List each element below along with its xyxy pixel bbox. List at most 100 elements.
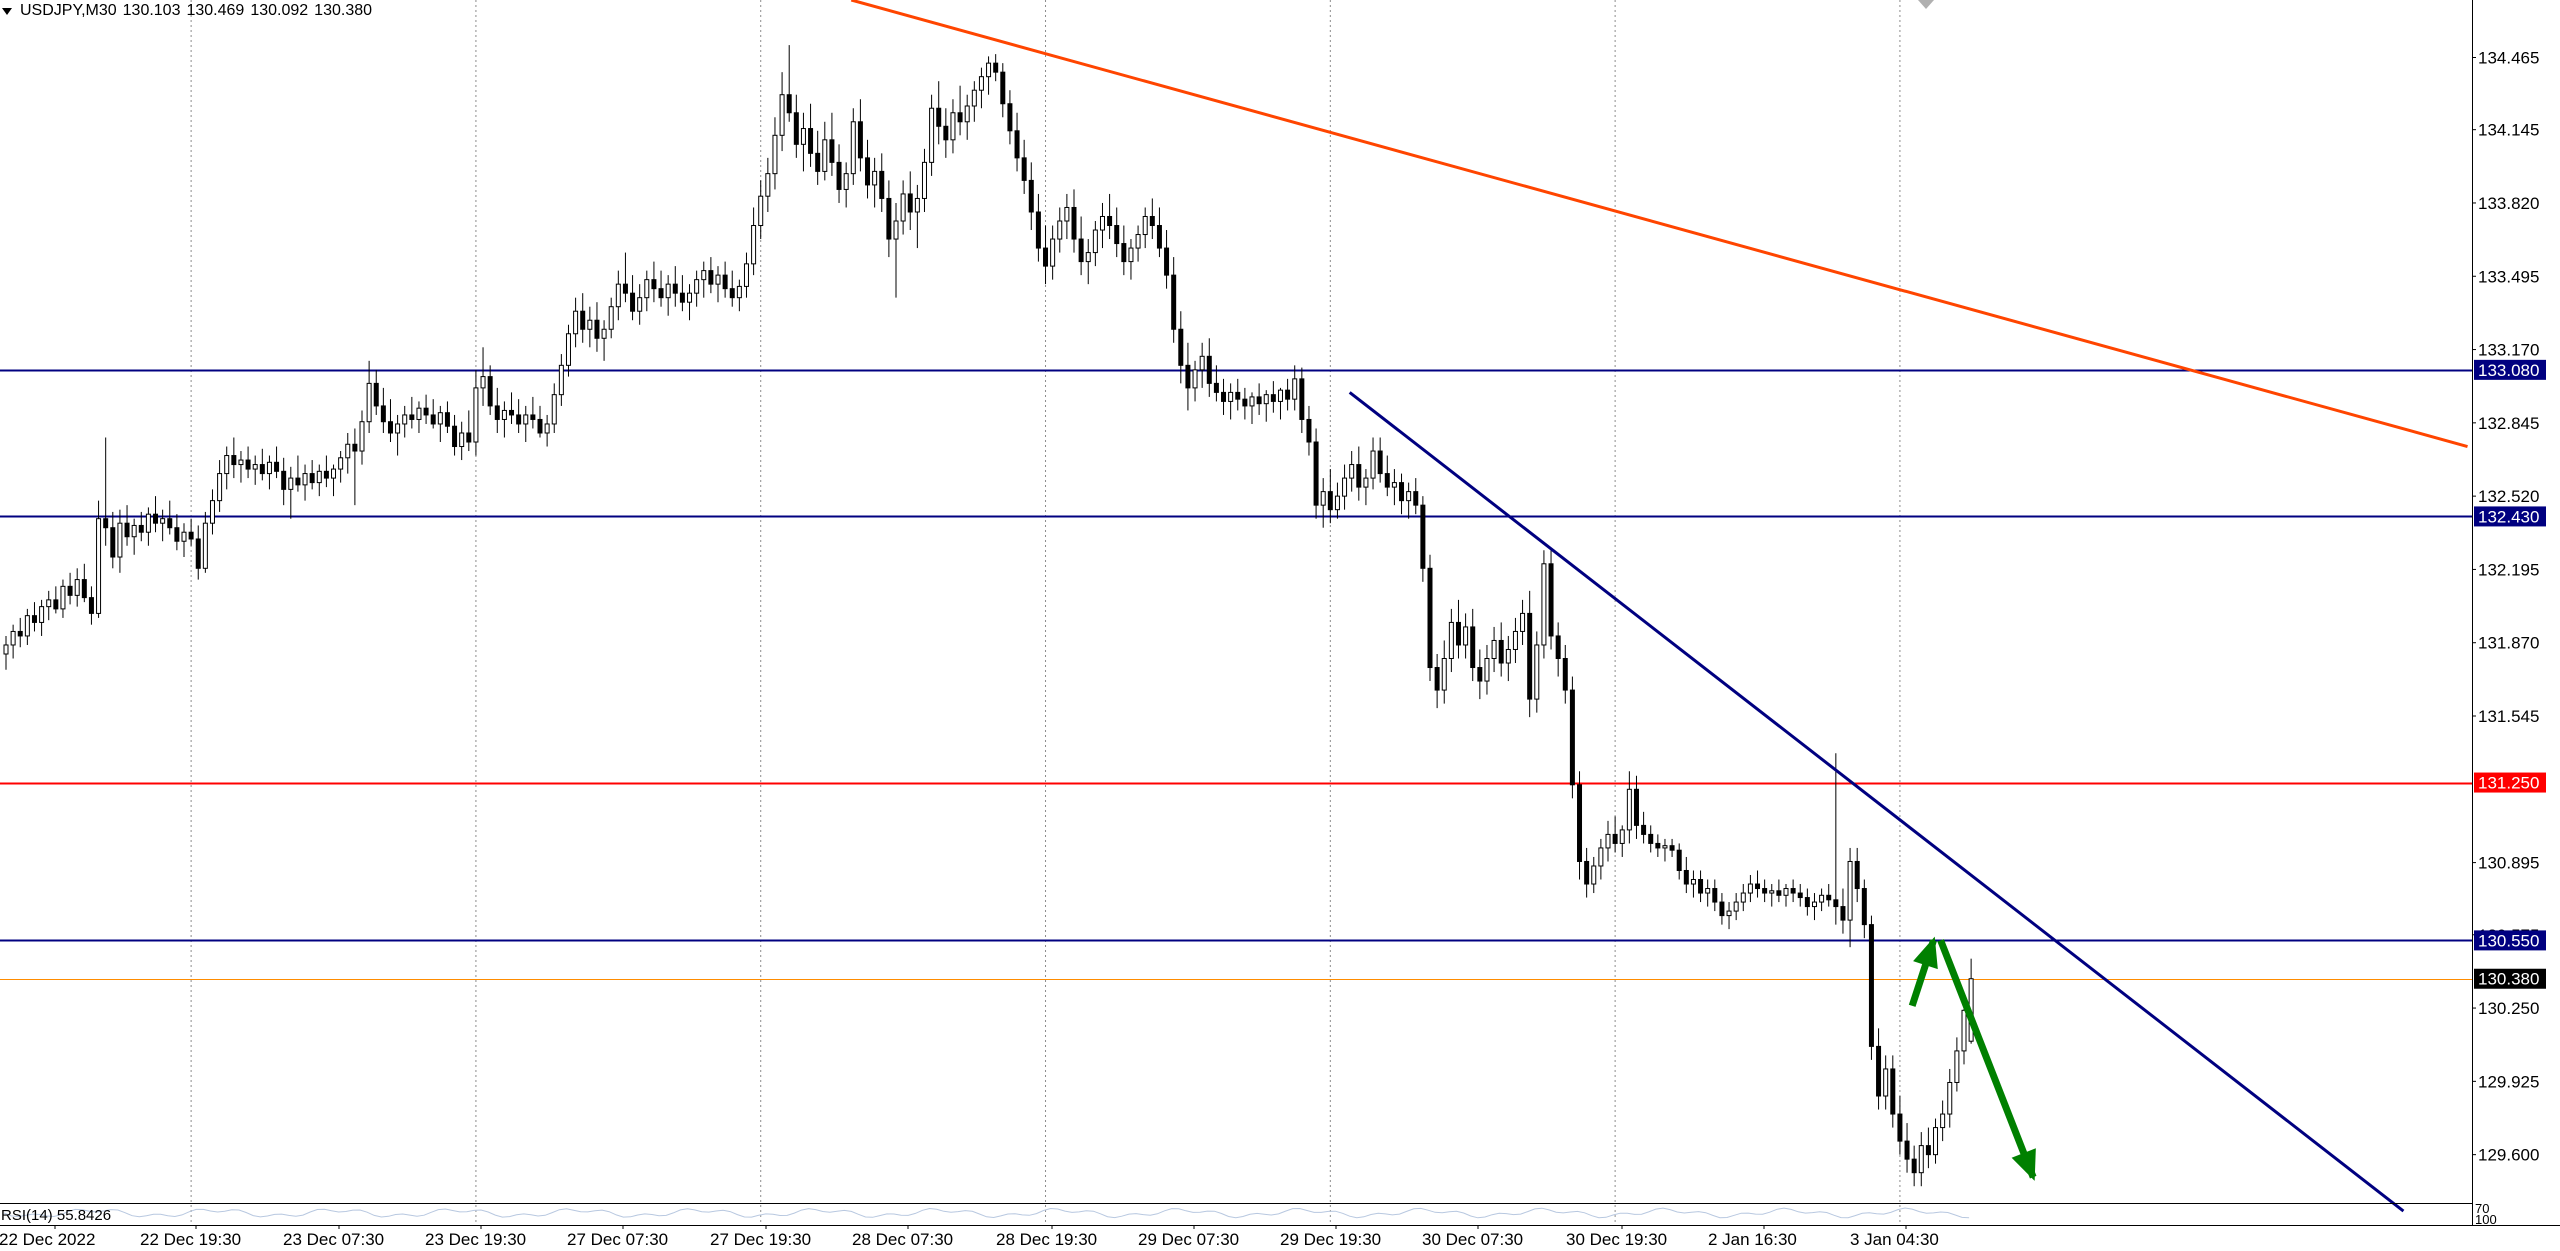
- candle: [1142, 207, 1148, 249]
- candle: [601, 320, 607, 361]
- candle-body: [1847, 860, 1853, 921]
- candle-body: [729, 288, 735, 299]
- candle: [1819, 888, 1825, 912]
- x-tick-label: 30 Dec 19:30: [1566, 1230, 1667, 1249]
- candle-body: [836, 161, 842, 190]
- candle: [217, 460, 223, 512]
- candle-body: [39, 606, 45, 623]
- candle: [736, 279, 742, 312]
- candle: [594, 302, 600, 352]
- candle-body: [1406, 491, 1412, 502]
- high-value: 130.469: [186, 2, 245, 19]
- candle-body: [1185, 364, 1191, 389]
- candle: [1641, 811, 1647, 844]
- candle: [452, 414, 458, 456]
- candle: [1690, 870, 1696, 898]
- candle: [380, 387, 386, 433]
- x-tick-label: 29 Dec 07:30: [1138, 1230, 1239, 1249]
- candle: [829, 112, 835, 176]
- candle-body: [60, 585, 66, 610]
- candle-body: [1534, 644, 1540, 700]
- candle: [1633, 775, 1639, 839]
- candle-body: [1342, 477, 1348, 497]
- candle-body: [10, 630, 16, 646]
- candle-body: [316, 470, 322, 484]
- candle: [316, 464, 322, 497]
- candle-body: [573, 310, 579, 335]
- candle: [473, 369, 479, 456]
- candle: [808, 103, 814, 167]
- candle: [1584, 847, 1590, 898]
- candle-body: [558, 364, 564, 396]
- candle-body: [872, 170, 878, 186]
- candle-body: [1904, 1140, 1910, 1160]
- candle-body: [1085, 252, 1091, 263]
- candle: [1868, 915, 1874, 1060]
- candle-body: [1698, 879, 1704, 894]
- candle-body: [1448, 621, 1454, 660]
- candle: [544, 414, 550, 447]
- candle: [1249, 392, 1255, 424]
- candle: [1199, 342, 1205, 388]
- candle: [971, 81, 977, 122]
- candle-body: [1733, 901, 1739, 912]
- candle-body: [46, 599, 52, 608]
- candle: [523, 405, 529, 443]
- candle: [1726, 902, 1732, 930]
- candle: [779, 72, 785, 152]
- candle: [758, 180, 764, 240]
- level-tag-bg: [2474, 772, 2546, 793]
- candle-body: [1961, 1009, 1967, 1052]
- candle: [672, 266, 678, 307]
- candle-body: [523, 414, 529, 425]
- candle-body: [103, 518, 109, 529]
- candle-body: [1655, 842, 1661, 849]
- candle: [1648, 825, 1654, 853]
- candle: [352, 428, 358, 506]
- candle-body: [743, 263, 749, 287]
- candle: [1256, 383, 1262, 415]
- candle-body: [1876, 1045, 1882, 1097]
- candle-body: [886, 197, 892, 240]
- candle: [1356, 446, 1362, 501]
- candle-body: [160, 518, 166, 524]
- candle: [630, 275, 636, 321]
- candle: [1940, 1100, 1946, 1142]
- trendline: [850, 0, 2468, 448]
- candle: [1007, 90, 1013, 145]
- candle-body: [537, 418, 543, 434]
- candle-body: [1313, 441, 1319, 506]
- candle: [850, 108, 856, 185]
- candle: [281, 457, 287, 506]
- candle-body: [1121, 243, 1127, 263]
- candle-body: [971, 89, 977, 107]
- candle: [3, 635, 9, 670]
- candle: [530, 396, 536, 429]
- candle-body: [423, 407, 429, 416]
- candle: [1463, 613, 1469, 659]
- candle: [444, 401, 450, 433]
- candle-body: [1334, 495, 1340, 511]
- candle: [74, 568, 80, 607]
- candle-body: [202, 522, 208, 569]
- candle-body: [1690, 879, 1696, 885]
- candle-body: [395, 423, 401, 434]
- x-tick-label: 28 Dec 19:30: [996, 1230, 1097, 1249]
- candle-body: [715, 274, 721, 285]
- candle: [1071, 189, 1077, 253]
- collapse-triangle-icon[interactable]: [2, 7, 12, 15]
- candle-body: [259, 464, 265, 475]
- candle-body: [808, 128, 814, 154]
- candle-body: [1149, 215, 1155, 227]
- candle-body: [1740, 892, 1746, 903]
- candle-body: [615, 283, 621, 308]
- candle-body: [879, 170, 885, 199]
- candle: [430, 399, 436, 429]
- candle-body: [1933, 1127, 1939, 1156]
- current-price-tag-label: 130.380: [2478, 970, 2539, 989]
- candle: [331, 464, 337, 497]
- trendline: [1348, 391, 2405, 1213]
